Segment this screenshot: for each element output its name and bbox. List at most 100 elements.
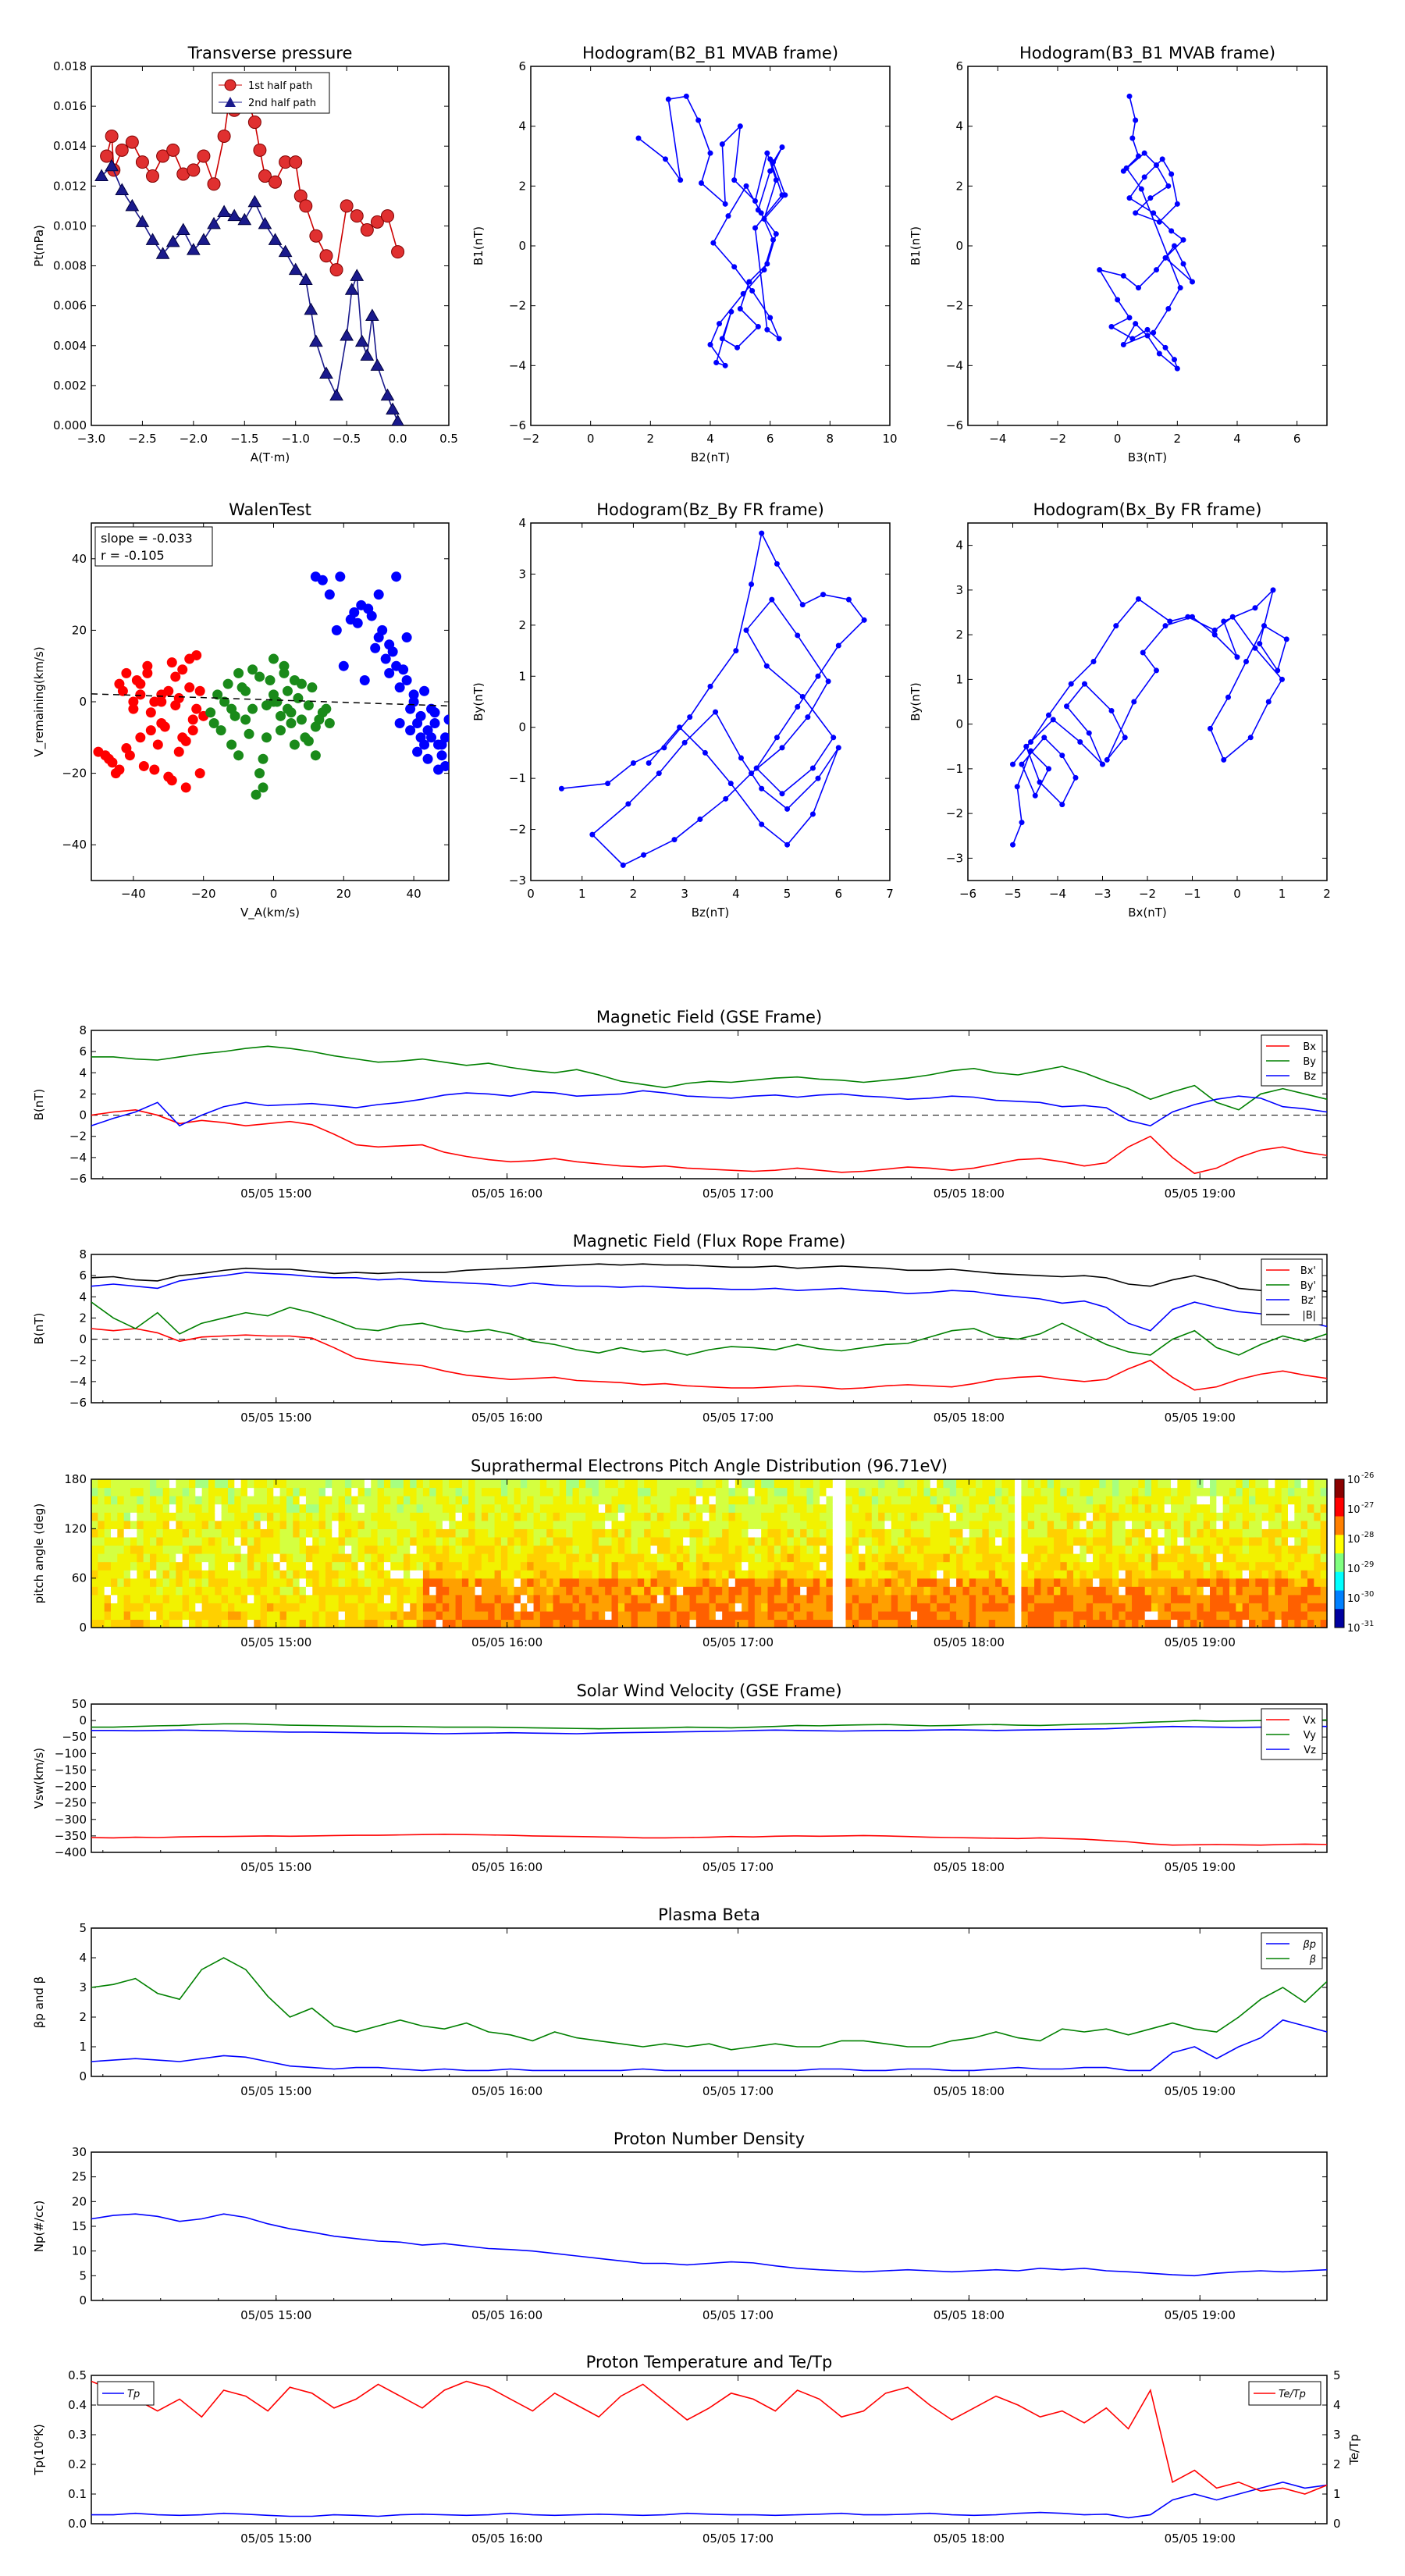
heatmap-cell: [1236, 1578, 1243, 1587]
heatmap-cell: [1268, 1586, 1275, 1596]
heatmap-cell: [1151, 1619, 1158, 1628]
heatmap-cell: [859, 1536, 866, 1546]
scatter-point: [282, 685, 293, 696]
series-line: [91, 2213, 1327, 2277]
heatmap-cell: [1294, 1536, 1302, 1546]
heatmap-cell: [631, 1528, 638, 1538]
heatmap-cell: [910, 1496, 918, 1505]
heatmap-cell: [449, 1570, 457, 1579]
heatmap-cell: [852, 1503, 859, 1513]
heatmap-cell: [839, 1545, 847, 1554]
heatmap-cell: [702, 1586, 710, 1596]
scatter-point: [279, 660, 290, 671]
heatmap-cell: [754, 1528, 762, 1538]
heatmap-cell: [683, 1545, 691, 1554]
heatmap-cell: [878, 1619, 886, 1628]
heatmap-cell: [475, 1586, 482, 1596]
series-marker-dot: [1064, 703, 1069, 710]
scatter-point: [128, 696, 139, 707]
heatmap-cell: [188, 1496, 196, 1505]
heatmap-cell: [273, 1503, 281, 1513]
heatmap-cell: [494, 1496, 502, 1505]
heatmap-cell: [1320, 1512, 1328, 1521]
heatmap-cell: [598, 1570, 606, 1579]
series-marker-dot: [779, 791, 785, 797]
heatmap-cell: [1112, 1553, 1119, 1563]
heatmap-cell: [130, 1536, 137, 1546]
heatmap-cell: [553, 1503, 560, 1513]
heatmap-cell: [585, 1603, 593, 1612]
heatmap-cell: [969, 1487, 976, 1496]
time-tick-label: 05/05 15:00: [240, 1187, 311, 1201]
legend-label: Tp: [127, 2389, 140, 2400]
series-marker-dot: [1168, 171, 1175, 177]
heatmap-cell: [305, 1561, 313, 1571]
heatmap-cell: [676, 1512, 684, 1521]
heatmap-cell: [898, 1545, 905, 1554]
heatmap-cell: [962, 1528, 970, 1538]
heatmap-cell: [956, 1586, 964, 1596]
heatmap-cell: [988, 1503, 996, 1513]
heatmap-cell: [1197, 1536, 1204, 1546]
heatmap-cell: [956, 1528, 964, 1538]
heatmap-cell: [507, 1479, 515, 1489]
ytick-label: −2: [946, 806, 963, 820]
heatmap-cell: [859, 1553, 866, 1563]
series-line: [91, 1272, 1327, 1332]
series-marker-circle: [253, 143, 267, 157]
heatmap-cell: [1183, 1528, 1191, 1538]
heatmap-cell: [201, 1570, 209, 1579]
heatmap-cell: [676, 1487, 684, 1496]
heatmap-cell: [832, 1603, 840, 1612]
heatmap-cell: [1119, 1619, 1126, 1628]
heatmap-cell: [930, 1536, 937, 1546]
series-marker-dot: [1208, 725, 1213, 731]
heatmap-cell: [820, 1545, 827, 1554]
heatmap-cell: [481, 1520, 489, 1529]
heatmap-cell: [279, 1619, 287, 1628]
heatmap-cell: [188, 1610, 196, 1621]
heatmap-cell: [1047, 1487, 1055, 1496]
heatmap-cell: [754, 1553, 762, 1563]
heatmap-cell: [728, 1561, 736, 1571]
heatmap-cell: [449, 1578, 457, 1587]
heatmap-cell: [1281, 1479, 1289, 1489]
y-axis-label: B1(nT): [471, 226, 486, 265]
heatmap-cell: [527, 1586, 535, 1596]
heatmap-cell: [592, 1603, 599, 1612]
heatmap-cell: [1275, 1536, 1282, 1546]
heatmap-cell: [1112, 1545, 1119, 1554]
heatmap-cell: [774, 1503, 781, 1513]
heatmap-cell: [806, 1570, 814, 1579]
series-marker-triangle: [304, 302, 318, 315]
heatmap-cell: [748, 1594, 756, 1603]
heatmap-cell: [644, 1619, 652, 1628]
heatmap-cell: [169, 1545, 176, 1554]
heatmap-cell: [195, 1594, 203, 1603]
heatmap-cell: [1183, 1512, 1191, 1521]
scatter-point: [163, 771, 174, 782]
heatmap-cell: [709, 1487, 717, 1496]
heatmap-cell: [208, 1586, 215, 1596]
heatmap-cell: [871, 1487, 879, 1496]
heatmap-cell: [338, 1578, 346, 1587]
heatmap-cell: [735, 1619, 742, 1628]
heatmap-cell: [533, 1520, 541, 1529]
heatmap-cell: [318, 1594, 326, 1603]
heatmap-cell: [98, 1553, 105, 1563]
heatmap-cell: [286, 1610, 293, 1621]
ytick-label: −100: [55, 1746, 87, 1760]
heatmap-cell: [695, 1487, 703, 1496]
colorbar-exponent: -28: [1361, 1531, 1374, 1539]
heatmap-cell: [1236, 1496, 1243, 1505]
pt-frame: [91, 66, 450, 426]
heatmap-cell: [1307, 1561, 1314, 1571]
heatmap-cell: [910, 1528, 918, 1538]
heatmap-cell: [871, 1503, 879, 1513]
heatmap-cell: [1177, 1578, 1185, 1587]
heatmap-cell: [1151, 1561, 1158, 1571]
heatmap-cell: [344, 1578, 352, 1587]
heatmap-cell: [130, 1496, 137, 1505]
ytick-label: −4: [946, 358, 963, 372]
heatmap-cell: [1125, 1578, 1133, 1587]
